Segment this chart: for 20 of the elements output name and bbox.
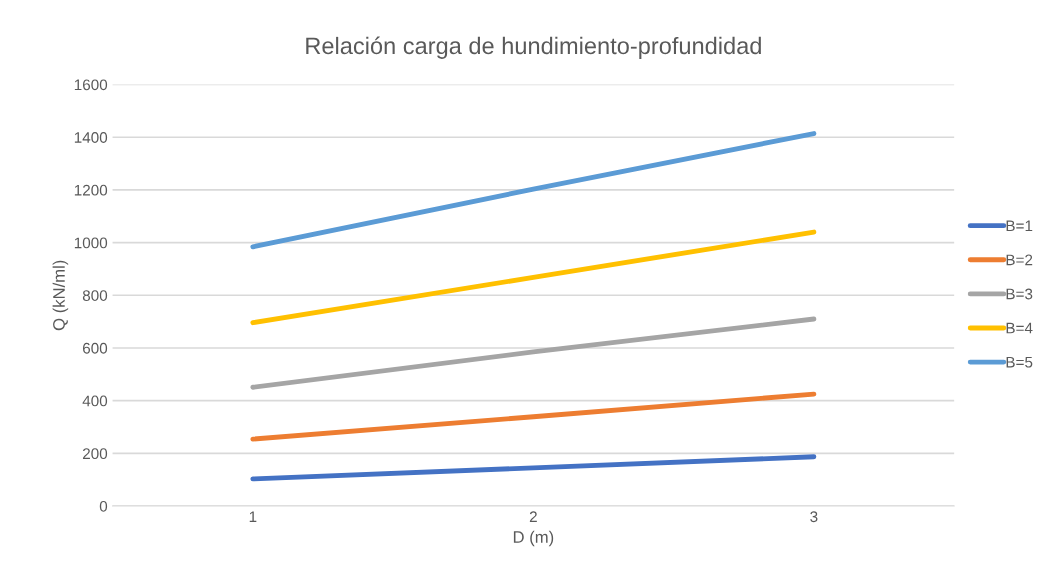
y-tick-label: 1400 — [74, 132, 108, 143]
x-tick-label: 2 — [529, 511, 537, 522]
y-tick-label: 1000 — [74, 237, 108, 249]
x-tick-label: 3 — [810, 511, 818, 523]
y-tick-label: 1600 — [74, 79, 108, 91]
chart-title: Relación carga de hundimiento-profundidad — [306, 36, 761, 59]
legend-label: B=3 — [1006, 288, 1033, 300]
y-tick-label: 1200 — [74, 184, 108, 196]
y-axis-title: Q (kN/ml) — [52, 260, 69, 331]
y-tick-label: 0 — [99, 500, 108, 512]
legend-label: B=5 — [1006, 356, 1033, 368]
y-tick-label: 600 — [82, 342, 108, 354]
legend-label: B=1 — [1006, 220, 1033, 232]
x-axis-title: D (m) — [513, 530, 554, 547]
x-tick-label: 1 — [249, 511, 257, 522]
legend-label: B=4 — [1006, 322, 1033, 334]
y-tick-label: 400 — [82, 395, 108, 407]
y-tick-label: 200 — [82, 448, 108, 460]
legend-label: B=2 — [1006, 254, 1033, 266]
y-tick-label: 800 — [82, 290, 108, 301]
